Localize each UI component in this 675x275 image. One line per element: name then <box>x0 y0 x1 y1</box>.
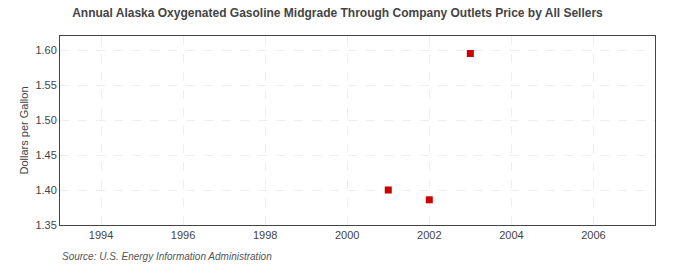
svg-text:2000: 2000 <box>335 229 359 241</box>
svg-text:1.50: 1.50 <box>35 114 56 126</box>
svg-text:2004: 2004 <box>499 229 523 241</box>
svg-text:Annual Alaska Oxygenated Gasol: Annual Alaska Oxygenated Gasoline Midgra… <box>72 6 603 20</box>
svg-text:Source: U.S. Energy Informatio: Source: U.S. Energy Information Administ… <box>62 251 272 262</box>
svg-text:1.45: 1.45 <box>35 149 56 161</box>
svg-text:2002: 2002 <box>417 229 441 241</box>
svg-text:1996: 1996 <box>171 229 195 241</box>
svg-text:1.55: 1.55 <box>35 79 56 91</box>
svg-text:1.35: 1.35 <box>35 219 56 231</box>
svg-text:1.60: 1.60 <box>35 44 56 56</box>
svg-text:1.40: 1.40 <box>35 184 56 196</box>
svg-text:Dollars per Gallon: Dollars per Gallon <box>18 86 30 174</box>
svg-text:2006: 2006 <box>581 229 605 241</box>
svg-text:1998: 1998 <box>253 229 277 241</box>
svg-text:1994: 1994 <box>89 229 113 241</box>
